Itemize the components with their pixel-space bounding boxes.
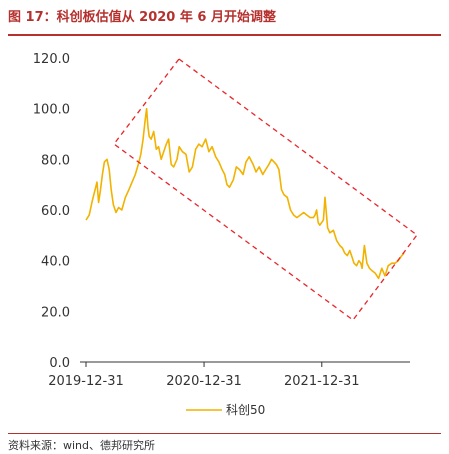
- title-rule: [8, 34, 441, 36]
- x-tick-label: 2021-12-31: [284, 374, 360, 389]
- y-tick-label: 80.0: [41, 153, 70, 168]
- y-axis-labels: 0.0 20.0 40.0 60.0 80.0 100.0 120.0: [33, 52, 70, 371]
- legend-label: 科创50: [226, 403, 265, 417]
- x-ticks: [85, 362, 323, 367]
- y-tick-label: 60.0: [41, 204, 70, 219]
- y-tick-label: 20.0: [41, 305, 70, 320]
- x-tick-label: 2019-12-31: [48, 374, 124, 389]
- source-note: 资料来源：wind、德邦研究所: [8, 439, 156, 452]
- chart: 0.0 20.0 40.0 60.0 80.0 100.0 120.0 2019-12-31…: [33, 52, 418, 417]
- y-tick-label: 0.0: [49, 356, 70, 371]
- y-tick-label: 120.0: [33, 52, 70, 67]
- source-rule: [8, 433, 441, 434]
- trend-annotation-box: [113, 58, 418, 321]
- x-axis-labels: 2019-12-31 2020-12-31 2021-12-31: [48, 374, 359, 389]
- series-line-kc50: [85, 107, 405, 280]
- y-tick-label: 40.0: [41, 255, 70, 270]
- x-tick-label: 2020-12-31: [166, 374, 242, 389]
- y-tick-label: 100.0: [33, 103, 70, 118]
- figure-title: 图 17：科创板估值从 2020 年 6 月开始调整: [8, 10, 276, 25]
- legend: 科创50: [186, 403, 265, 417]
